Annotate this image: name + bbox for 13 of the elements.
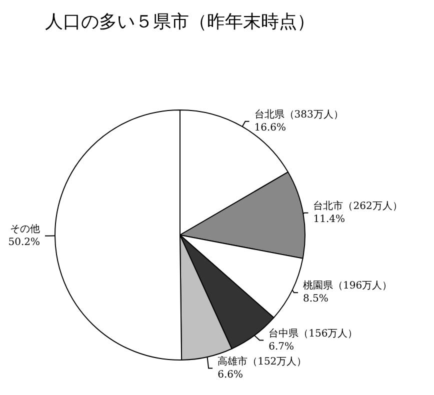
data-label: 6.6%: [218, 369, 243, 380]
slice-label: 台中県（156万人）: [268, 327, 358, 340]
data-label: 16.6%: [254, 122, 286, 134]
chart-title: 人口の多い５県市（昨年末時点）: [45, 12, 315, 32]
data-label: 50.2%: [8, 236, 40, 248]
data-label: 6.7%: [268, 341, 294, 352]
slice-label: 台北県（383万人）: [254, 108, 344, 120]
slice-label: 台北市（262万人）: [313, 200, 402, 212]
data-label: 11.4%: [313, 214, 345, 225]
slice-label: その他: [10, 222, 40, 235]
data-label: 8.5%: [303, 294, 328, 305]
slice-label: 高雄市（152万人）: [218, 355, 307, 368]
slice-label: 桃園県（196万人）: [303, 280, 392, 292]
